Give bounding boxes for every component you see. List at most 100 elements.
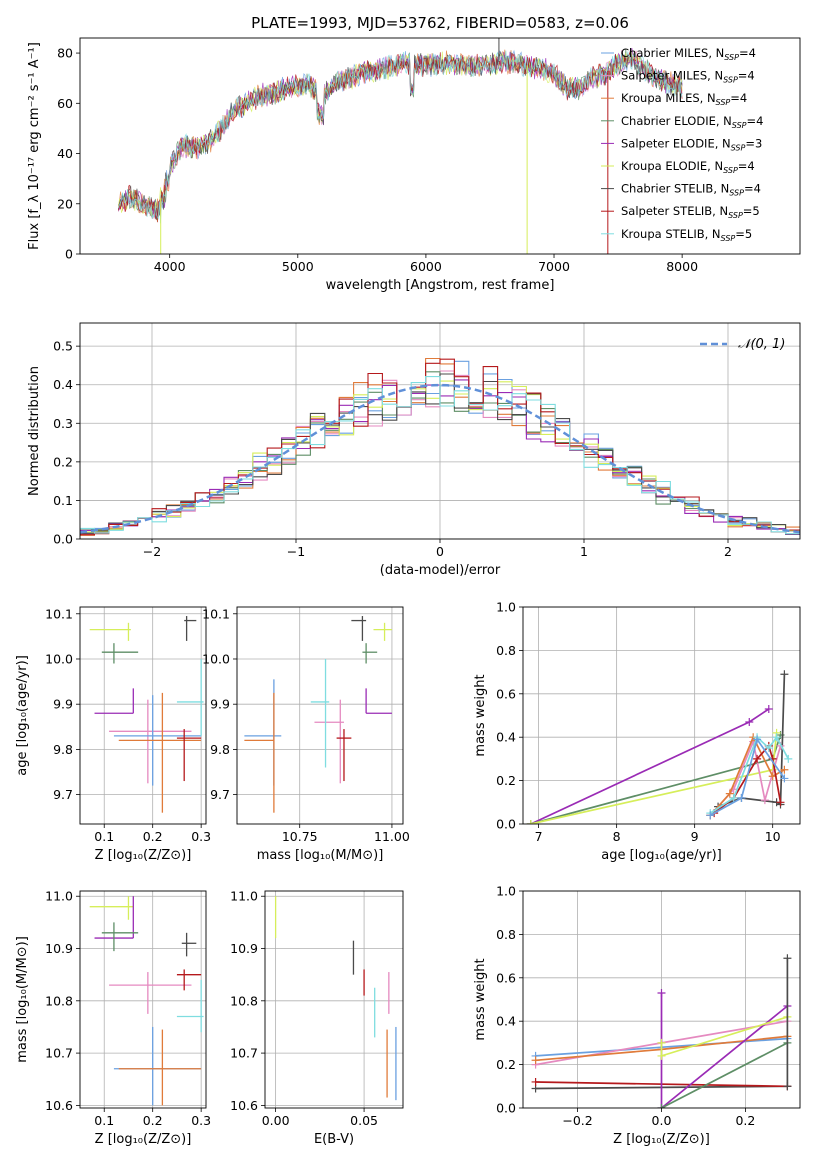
series-line <box>530 734 782 824</box>
y-tick-label: 9.7 <box>53 787 73 802</box>
panel-mass-vs-Z: 0.1 0.2 0.3 10.6 10.7 10.8 10.9 11.0 Z [log₁₀(Z/… <box>15 889 211 1147</box>
axes-frame <box>79 606 207 825</box>
plot-area <box>523 891 800 1108</box>
panel-age-vs-mass: 10.75 11.00 9.7 9.8 9.9 10.0 10.1 mass [log₁₀(M… <box>202 606 410 863</box>
x-tick-label: 0 <box>436 544 444 559</box>
data-point <box>753 735 762 744</box>
legend-entry: Kroupa ELODIE, NSSP=4 <box>621 159 755 175</box>
panels: 4000 5000 6000 7000 8000020406080wavelength … <box>15 37 801 1147</box>
legend-count: =4 <box>747 114 764 128</box>
y-axis-label: Flux [f_λ 10⁻¹⁷ erg cm⁻² s⁻¹ A⁻¹] <box>27 42 42 250</box>
legend-entry: Chabrier STELIB, NSSP=4 <box>621 182 761 198</box>
x-tick-label: 0.3 <box>191 1113 211 1128</box>
legend-label: Salpeter MILES, N <box>621 69 723 83</box>
x-tick-label: 4000 <box>154 259 186 274</box>
y-tick-label: 9.7 <box>210 787 230 802</box>
legend-count: =5 <box>743 204 760 218</box>
y-tick-label: 0.2 <box>496 1057 516 1072</box>
axes-frame <box>264 890 404 1109</box>
legend-count: =4 <box>738 69 755 83</box>
legend-subscript: SSP <box>723 166 738 175</box>
x-tick-label: 0.00 <box>262 1113 290 1128</box>
data-point <box>764 704 773 713</box>
legend-label: Chabrier STELIB, N <box>621 182 729 196</box>
y-tick-label: 1.0 <box>496 884 516 899</box>
data-point <box>745 718 754 727</box>
data-point <box>531 1056 540 1065</box>
series-line <box>660 993 788 1108</box>
legend-label: Kroupa STELIB, N <box>621 227 721 241</box>
figure-title: PLATE=1993, MJD=53762, FIBERID=0583, z=0… <box>251 14 629 32</box>
x-tick-label: 0.05 <box>350 1113 378 1128</box>
series-line <box>530 732 778 824</box>
y-tick-label: 10.7 <box>45 1046 73 1061</box>
legend-entry: 𝒩(0, 1) <box>738 337 785 352</box>
y-tick-label: 0.8 <box>496 643 516 658</box>
panel-age-vs-Z: 0.1 0.2 0.3 9.7 9.8 9.9 10.0 10.1 Z [log₁₀(Z/Z⊙)… <box>15 606 211 863</box>
x-axis-label: Z [log₁₀(Z/Z⊙)] <box>613 1132 710 1147</box>
legend-entry: Chabrier ELODIE, NSSP=4 <box>621 114 763 130</box>
spectrum-line <box>118 50 683 224</box>
y-axis-label: mass [log₁₀(M/M⊙)] <box>15 936 30 1063</box>
axes-frame <box>79 890 207 1109</box>
legend-subscript: SSP <box>716 98 731 107</box>
legend-entry: Chabrier MILES, NSSP=4 <box>621 46 756 62</box>
legend-count: =4 <box>730 91 747 105</box>
y-tick-label: 0.5 <box>53 339 73 354</box>
data-point <box>784 754 793 763</box>
legend-entry: Kroupa STELIB, NSSP=5 <box>621 227 752 243</box>
x-tick-label: 10 <box>765 829 781 844</box>
plot-area <box>237 607 403 824</box>
series-line <box>709 737 786 817</box>
legend-count: =5 <box>735 227 752 241</box>
data-point <box>772 733 781 742</box>
data-point <box>526 820 535 824</box>
data-point <box>783 1082 792 1091</box>
legend-count: =3 <box>745 136 762 150</box>
series-line <box>661 1042 788 1108</box>
y-tick-label: 9.8 <box>53 742 73 757</box>
y-tick-label: 11.0 <box>230 889 258 904</box>
data-point <box>706 811 715 820</box>
x-tick-label: 6000 <box>410 259 442 274</box>
axes-frame <box>522 606 801 825</box>
x-tick-label: 7000 <box>538 259 570 274</box>
data-point <box>780 670 789 679</box>
plot-area <box>80 607 206 824</box>
x-axis-label: Z [log₁₀(Z/Z⊙)] <box>95 848 192 863</box>
legend-subscript: SSP <box>731 143 746 152</box>
data-point <box>760 796 769 805</box>
y-tick-label: 0.4 <box>496 1014 516 1029</box>
x-tick-label: 7 <box>535 829 543 844</box>
panel-weight-vs-age: 7 8 9 10 0.0 0.2 0.4 0.6 0.8 1.0 age [log₁₀(age/yr… <box>473 600 801 863</box>
data-point <box>657 988 666 997</box>
legend-entry: Salpeter ELODIE, NSSP=3 <box>621 136 762 152</box>
y-tick-label: 0.1 <box>53 493 73 508</box>
y-tick-label: 10.8 <box>45 993 73 1008</box>
y-axis-label: mass weight <box>473 958 488 1040</box>
legend-label: Chabrier ELODIE, N <box>621 114 732 128</box>
data-point <box>776 798 785 807</box>
x-tick-label: −0.2 <box>562 1113 592 1128</box>
legend-subscript: SSP <box>729 189 744 198</box>
x-tick-label: 0.2 <box>735 1113 755 1128</box>
x-tick-label: 8 <box>613 829 621 844</box>
data-point <box>780 774 789 783</box>
x-tick-label: 1 <box>580 544 588 559</box>
y-tick-label: 10.8 <box>230 993 258 1008</box>
x-tick-label: 8000 <box>666 259 698 274</box>
plot-area <box>523 607 800 824</box>
series-line <box>660 1016 788 1058</box>
x-tick-label: 10.75 <box>282 829 318 844</box>
panel-spectrum: 4000 5000 6000 7000 8000 0 20 40 60 80 wavelength … <box>27 37 801 293</box>
axes-frame <box>79 37 801 255</box>
plot-area <box>118 38 683 254</box>
legend-count: =4 <box>739 46 756 60</box>
panel-residuals: −2 −1 0 1 2 0.0 0.1 0.2 0.3 0.4 0.5 (data-model)/er… <box>27 322 801 578</box>
y-tick-label: 10.9 <box>230 941 258 956</box>
x-tick-label: 5000 <box>282 259 314 274</box>
x-tick-label: 0.1 <box>94 829 114 844</box>
y-tick-label: 0.0 <box>53 532 73 547</box>
y-tick-label: 1.0 <box>496 600 516 615</box>
legend-entry: Salpeter MILES, NSSP=4 <box>621 69 755 85</box>
